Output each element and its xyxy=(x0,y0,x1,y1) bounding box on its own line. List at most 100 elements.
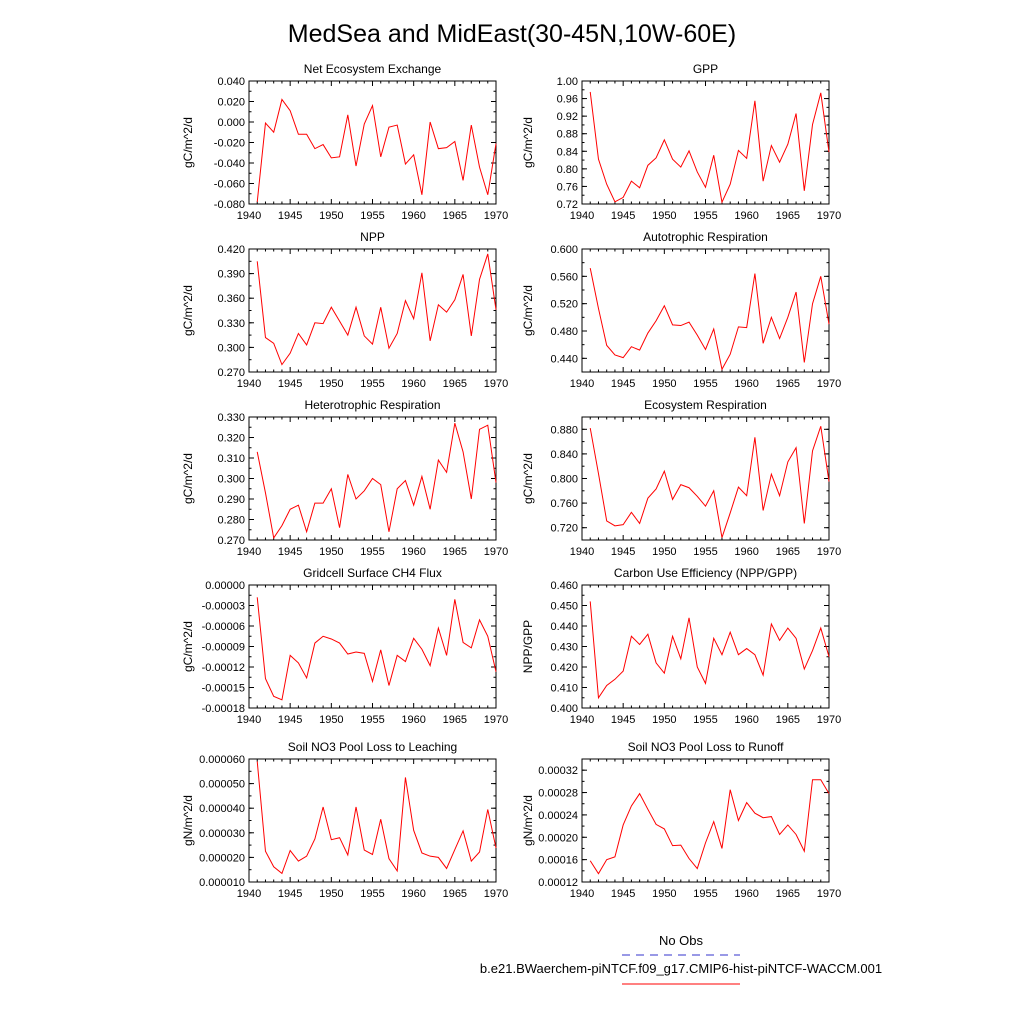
x-tick-label: 1970 xyxy=(484,888,508,900)
y-tick-label: 0.00012 xyxy=(538,877,578,889)
series-line xyxy=(589,91,830,204)
series-line xyxy=(589,426,830,538)
y-tick-label: 0.520 xyxy=(550,299,578,311)
x-tick-label: 1950 xyxy=(652,378,676,390)
x-tick-label: 1960 xyxy=(401,210,425,222)
panel-5: Ecosystem Respiration 1940 1945 1950 1955 196… xyxy=(521,398,841,558)
series-line xyxy=(589,779,830,875)
y-tick-label: 0.430 xyxy=(550,642,578,654)
x-tick-label: 1950 xyxy=(652,546,676,558)
x-tick-label: 1945 xyxy=(611,888,635,900)
x-tick-label: 1950 xyxy=(652,714,676,726)
panel-title: NPP xyxy=(360,230,385,244)
plot-frame xyxy=(581,416,830,541)
y-tick-label: 0.560 xyxy=(550,271,578,283)
x-tick-label: 1970 xyxy=(484,378,508,390)
plot-frame xyxy=(248,584,497,709)
x-tick-label: 1965 xyxy=(443,378,467,390)
y-tick-label: 0.760 xyxy=(550,498,578,510)
y-tick-label: 0.020 xyxy=(217,97,245,109)
y-tick-label: 0.460 xyxy=(550,580,578,592)
x-tick-label: 1955 xyxy=(693,210,717,222)
panel-title: Gridcell Surface CH4 Flux xyxy=(303,566,442,580)
series-line xyxy=(589,268,830,371)
figure-title: MedSea and MidEast(30-45N,10W-60E) xyxy=(288,20,736,48)
x-tick-label: 1950 xyxy=(319,210,343,222)
x-tick-label: 1960 xyxy=(734,378,758,390)
series-line xyxy=(589,601,830,700)
y-tick-label: 0.330 xyxy=(217,318,245,330)
x-tick-label: 1945 xyxy=(278,378,302,390)
y-tick-label: 0.00020 xyxy=(538,832,578,844)
y-tick-label: 0.300 xyxy=(217,474,245,486)
x-tick-label: 1940 xyxy=(237,888,261,900)
y-tick-label: 0.800 xyxy=(550,474,578,486)
panel-8: Soil NO3 Pool Loss to Leaching 1940 1945 19… xyxy=(181,740,508,900)
panel-title: Autotrophic Respiration xyxy=(643,230,768,244)
x-tick-label: 1950 xyxy=(652,888,676,900)
plot-frame xyxy=(581,584,830,709)
y-axis-label: gC/m^2/d xyxy=(521,117,535,168)
y-tick-label: -0.00015 xyxy=(202,683,245,695)
panel-title: Soil NO3 Pool Loss to Runoff xyxy=(628,740,785,754)
panel-title: Ecosystem Respiration xyxy=(644,398,767,412)
y-axis-label: gC/m^2/d xyxy=(521,285,535,336)
x-tick-label: 1940 xyxy=(237,378,261,390)
x-tick-label: 1945 xyxy=(611,210,635,222)
plot-frame xyxy=(581,758,830,883)
y-tick-label: 0.450 xyxy=(550,601,578,613)
y-tick-label: 0.92 xyxy=(557,111,578,123)
y-tick-label: -0.060 xyxy=(214,179,245,191)
panel-title: Carbon Use Efficiency (NPP/GPP) xyxy=(614,566,797,580)
y-tick-label: 0.840 xyxy=(550,449,578,461)
x-tick-label: 1950 xyxy=(652,210,676,222)
x-tick-label: 1960 xyxy=(734,714,758,726)
y-tick-label: 0.420 xyxy=(550,662,578,674)
x-tick-label: 1945 xyxy=(611,546,635,558)
y-tick-label: 0.84 xyxy=(557,146,578,158)
y-tick-label: 0.440 xyxy=(550,353,578,365)
y-axis-label: gC/m^2/d xyxy=(521,453,535,504)
panel-2: NPP 1940 1945 1950 1955 1960 1965 1970 0.270 0.30… xyxy=(181,230,508,390)
y-axis-label: gN/m^2/d xyxy=(181,795,195,846)
x-tick-label: 1960 xyxy=(734,210,758,222)
y-tick-label: 0.000 xyxy=(217,117,245,129)
y-tick-label: 0.410 xyxy=(550,683,578,695)
y-tick-label: 0.300 xyxy=(217,342,245,354)
y-axis-label: gC/m^2/d xyxy=(181,285,195,336)
y-tick-label: -0.080 xyxy=(214,199,245,211)
x-tick-label: 1965 xyxy=(443,546,467,558)
panel-title: Soil NO3 Pool Loss to Leaching xyxy=(288,740,457,754)
x-tick-label: 1965 xyxy=(776,888,800,900)
series-line xyxy=(256,253,497,366)
x-tick-label: 1955 xyxy=(693,888,717,900)
x-tick-label: 1965 xyxy=(443,714,467,726)
y-tick-label: -0.020 xyxy=(214,138,245,150)
series-line xyxy=(256,423,497,540)
x-tick-label: 1970 xyxy=(817,210,841,222)
x-tick-label: 1970 xyxy=(817,888,841,900)
x-tick-label: 1955 xyxy=(360,378,384,390)
y-tick-label: 0.000040 xyxy=(199,803,245,815)
panel-4: Heterotrophic Respiration 1940 1945 1950 195… xyxy=(181,398,508,558)
panel-6: Gridcell Surface CH4 Flux 1940 1945 1950 195… xyxy=(181,566,508,726)
x-tick-label: 1970 xyxy=(817,546,841,558)
x-tick-label: 1955 xyxy=(693,546,717,558)
panels-group: Net Ecosystem Exchange 1940 1945 1950 1955 19… xyxy=(181,62,841,900)
y-tick-label: 0.390 xyxy=(217,269,245,281)
y-tick-label: 0.330 xyxy=(217,412,245,424)
panel-9: Soil NO3 Pool Loss to Runoff 1940 1945 1950… xyxy=(521,740,841,900)
y-tick-label: 0.00016 xyxy=(538,855,578,867)
y-tick-label: 0.270 xyxy=(217,535,245,547)
y-tick-label: -0.00018 xyxy=(202,703,245,715)
x-tick-label: 1940 xyxy=(570,546,594,558)
y-tick-label: 0.270 xyxy=(217,367,245,379)
y-tick-label: 0.320 xyxy=(217,433,245,445)
y-tick-label: 0.440 xyxy=(550,621,578,633)
plot-frame xyxy=(581,248,830,373)
y-axis-label: gC/m^2/d xyxy=(181,453,195,504)
y-tick-label: 0.360 xyxy=(217,293,245,305)
x-tick-label: 1955 xyxy=(360,546,384,558)
x-tick-label: 1965 xyxy=(776,210,800,222)
